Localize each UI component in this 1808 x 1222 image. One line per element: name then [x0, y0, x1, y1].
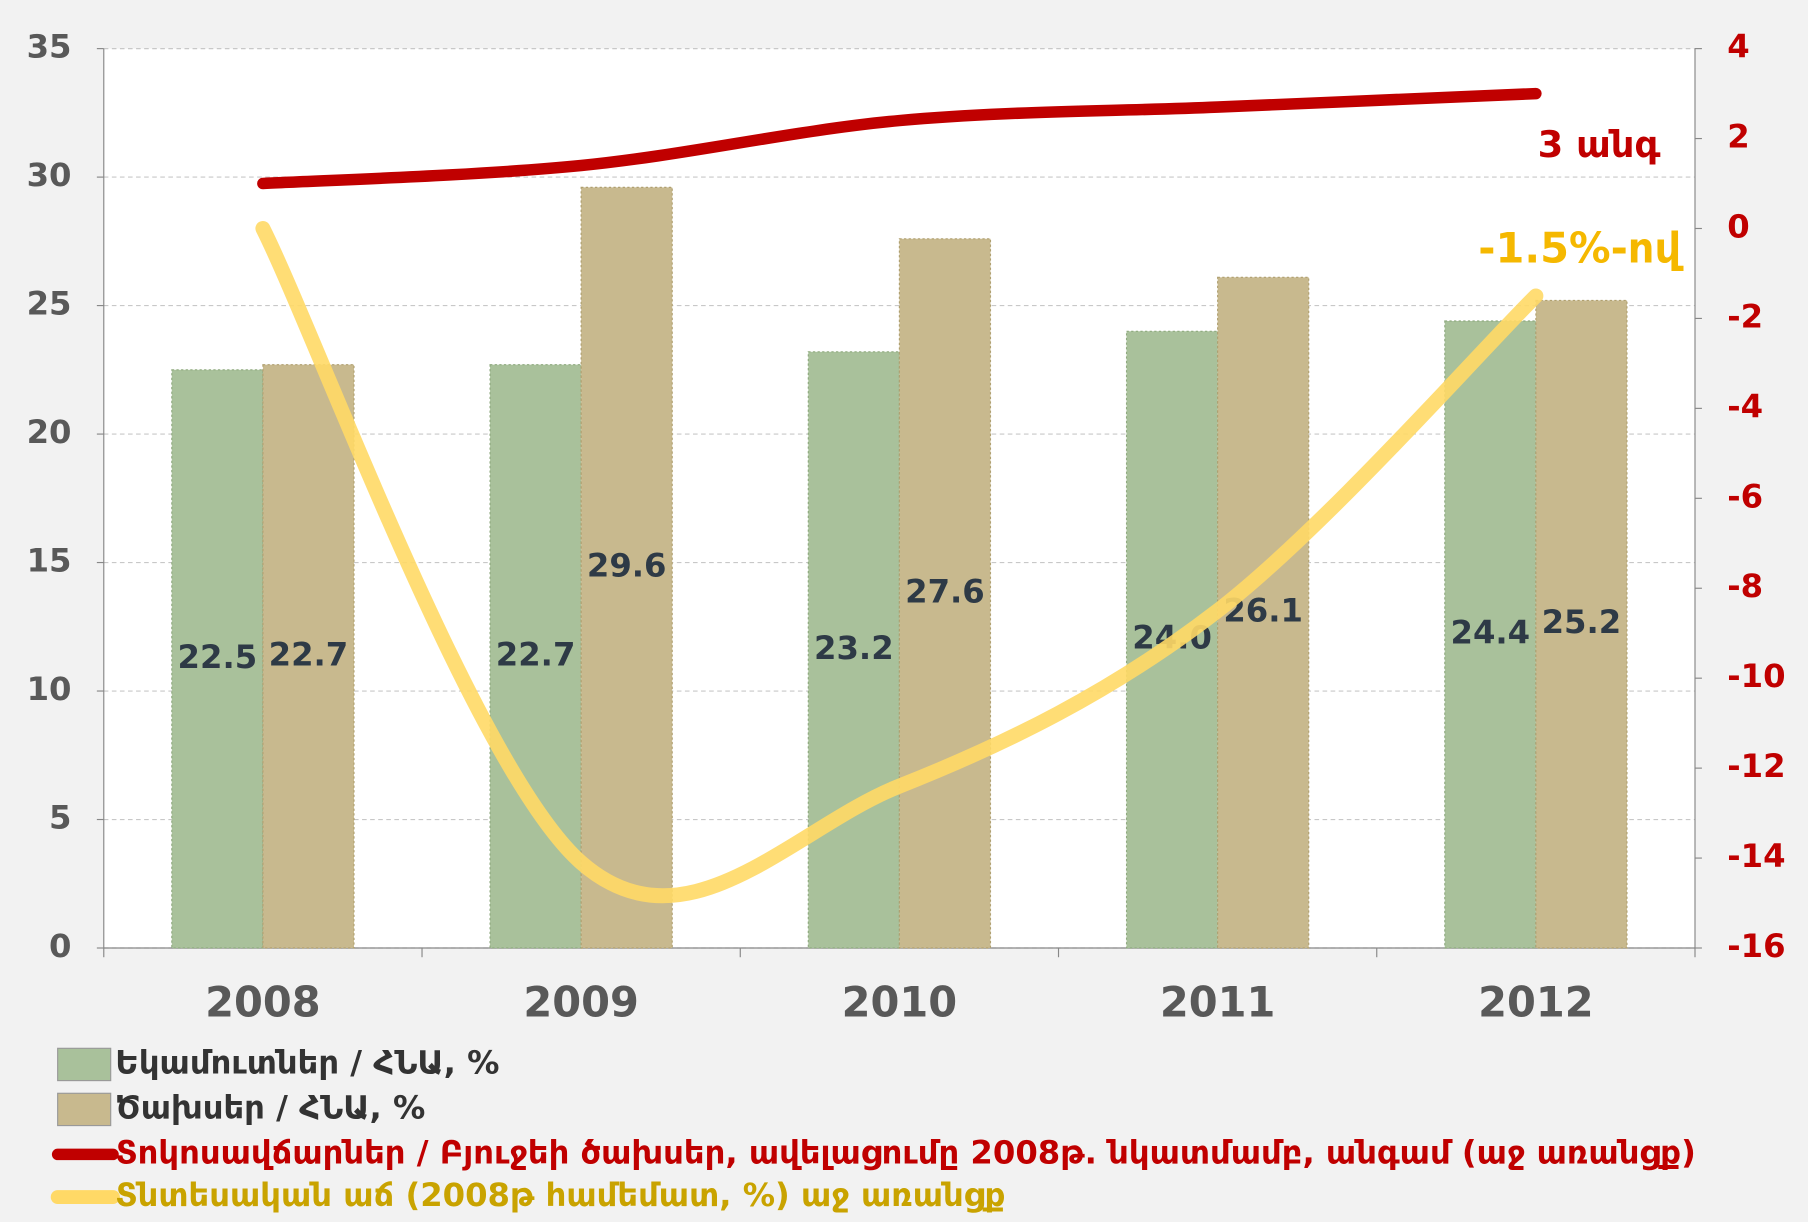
- legend-swatch: [57, 1092, 112, 1127]
- data-label: 22.7: [269, 635, 349, 673]
- y-tick-label: 10: [27, 670, 72, 708]
- x-tick-label: 2012: [1478, 978, 1594, 1027]
- y2-tick-label: -4: [1727, 387, 1763, 425]
- y-tick-label: 15: [27, 542, 72, 580]
- y2-tick-label: 0: [1727, 207, 1749, 245]
- data-label: 25.2: [1542, 603, 1622, 641]
- legend-entry: Տնտեսական աճ (2008թ համեմատ, %) աջ առանց…: [50, 1176, 1005, 1214]
- y2-tick-label: -14: [1727, 837, 1785, 875]
- line: [255, 220, 1544, 904]
- annotation: 3 անգ: [1538, 123, 1661, 166]
- data-label: 22.5: [178, 638, 258, 676]
- y-tick-label: 35: [27, 28, 72, 66]
- y-tick-label: 5: [49, 799, 71, 837]
- x-tick-label: 2008: [205, 978, 321, 1027]
- data-label: 22.7: [496, 635, 576, 673]
- legend-entry: Տոկոսավճարներ / Բյուջեի ծախսեր, ավելացու…: [51, 1133, 1696, 1171]
- data-label: 29.6: [587, 547, 667, 585]
- y2-tick-label: -10: [1727, 657, 1785, 695]
- bar: [171, 369, 264, 949]
- y2-tick-label: -2: [1727, 297, 1763, 335]
- y2-tick-label: 4: [1727, 28, 1749, 66]
- x-tick-label: 2010: [842, 978, 958, 1027]
- data-label: 24.4: [1451, 613, 1531, 651]
- y-tick-label: 30: [27, 156, 72, 194]
- data-label: 23.2: [814, 629, 894, 667]
- legend-label: Տնտեսական աճ (2008թ համեմատ, %) աջ առանց…: [115, 1176, 1005, 1214]
- x-tick-label: 2011: [1160, 978, 1276, 1027]
- legend-label: Ծախսեր / ՀՆԱ, %: [115, 1088, 425, 1126]
- bar: [262, 364, 355, 949]
- y-tick-label: 25: [27, 285, 72, 323]
- legend-label: Տոկոսավճարներ / Բյուջեի ծախսեր, ավելացու…: [115, 1133, 1696, 1171]
- data-label: 27.6: [905, 572, 985, 610]
- bar: [1444, 320, 1537, 949]
- y2-tick-label: -12: [1727, 747, 1785, 785]
- bar: [1535, 299, 1628, 949]
- bar: [898, 238, 992, 949]
- y2-tick-label: -16: [1727, 927, 1785, 965]
- line: [257, 87, 1542, 190]
- legend-label: Եկամուտներ / ՀՆԱ, %: [115, 1043, 499, 1081]
- legend-entry: Ծախսեր / ՀՆԱ, %: [57, 1088, 425, 1127]
- y2-tick-label: -8: [1727, 567, 1763, 605]
- legend-entry: Եկամուտներ / ՀՆԱ, %: [57, 1043, 499, 1082]
- y-tick-label: 20: [27, 413, 72, 451]
- x-tick-label: 2009: [523, 978, 639, 1027]
- bar: [1217, 276, 1310, 949]
- y-tick-label: 0: [49, 927, 71, 965]
- y2-tick-label: 2: [1727, 118, 1749, 156]
- annotation: -1.5%-ով: [1478, 224, 1683, 273]
- y2-tick-label: -6: [1727, 477, 1763, 515]
- legend-swatch: [57, 1047, 112, 1082]
- bar: [580, 186, 673, 949]
